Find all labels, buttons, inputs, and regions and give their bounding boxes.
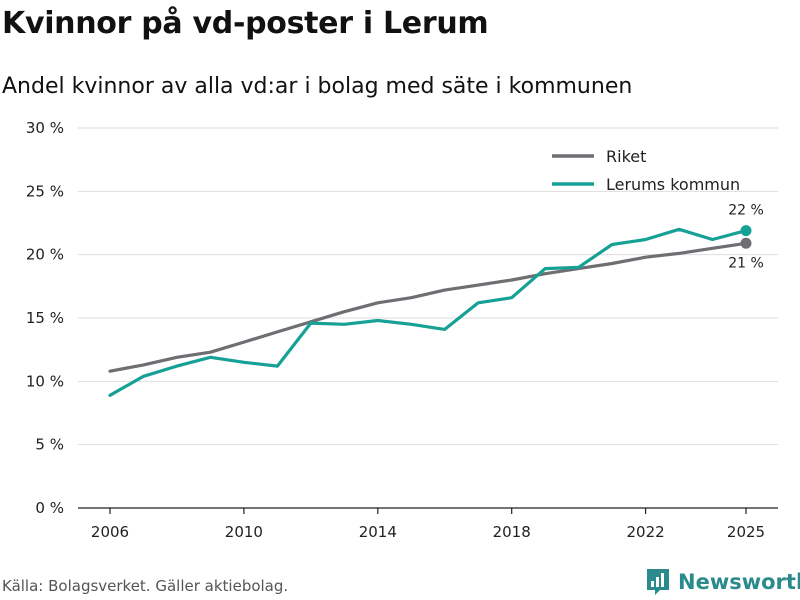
brand[interactable]: Newsworthy [645, 568, 800, 596]
x-tick-label: 2014 [359, 523, 397, 541]
end-point-riket [740, 237, 752, 249]
y-tick-label: 25 % [26, 182, 64, 200]
legend-label: Riket [606, 147, 646, 166]
end-label-riket: 21 % [728, 255, 764, 271]
source-note: Källa: Bolagsverket. Gäller aktiebolag. [2, 577, 289, 595]
y-tick-label: 5 % [35, 436, 64, 454]
brand-name: Newsworthy [678, 570, 800, 594]
y-axis-tick-labels: 0 % 5 % 10 % 15 % 20 % 25 % 30 % [26, 119, 64, 517]
series-endpoints: 21 % 22 % [728, 203, 764, 272]
chart-title: Kvinnor på vd-poster i Lerum [2, 6, 489, 41]
x-tick-label: 2010 [225, 523, 263, 541]
chart-subtitle: Andel kvinnor av alla vd:ar i bolag med … [2, 74, 633, 99]
y-tick-label: 15 % [26, 309, 64, 327]
y-tick-label: 0 % [35, 499, 64, 517]
series-line-lerum [108, 227, 748, 397]
y-tick-label: 30 % [26, 119, 64, 137]
end-label-lerum: 22 % [728, 203, 764, 219]
end-point-lerum [740, 225, 752, 237]
line-chart: 0 %5 %10 %15 %20 %25 %30 % 2006 2010 2014 2… [26, 119, 778, 541]
x-tick-label: 2025 [727, 523, 765, 541]
x-axis-ticks: 2006 2010 2014 2018 2022 2025 [91, 508, 765, 541]
y-tick-label: 20 % [26, 246, 64, 264]
series-lines [108, 227, 748, 397]
x-tick-label: 2006 [91, 523, 129, 541]
series-line-riket [108, 241, 748, 373]
x-tick-label: 2018 [493, 523, 531, 541]
y-tick-label: 10 % [26, 372, 64, 390]
legend: Riket Lerums kommun [552, 147, 740, 194]
x-tick-label: 2022 [626, 523, 664, 541]
newsworthy-logo-icon [647, 569, 669, 595]
legend-label: Lerums kommun [606, 175, 740, 194]
